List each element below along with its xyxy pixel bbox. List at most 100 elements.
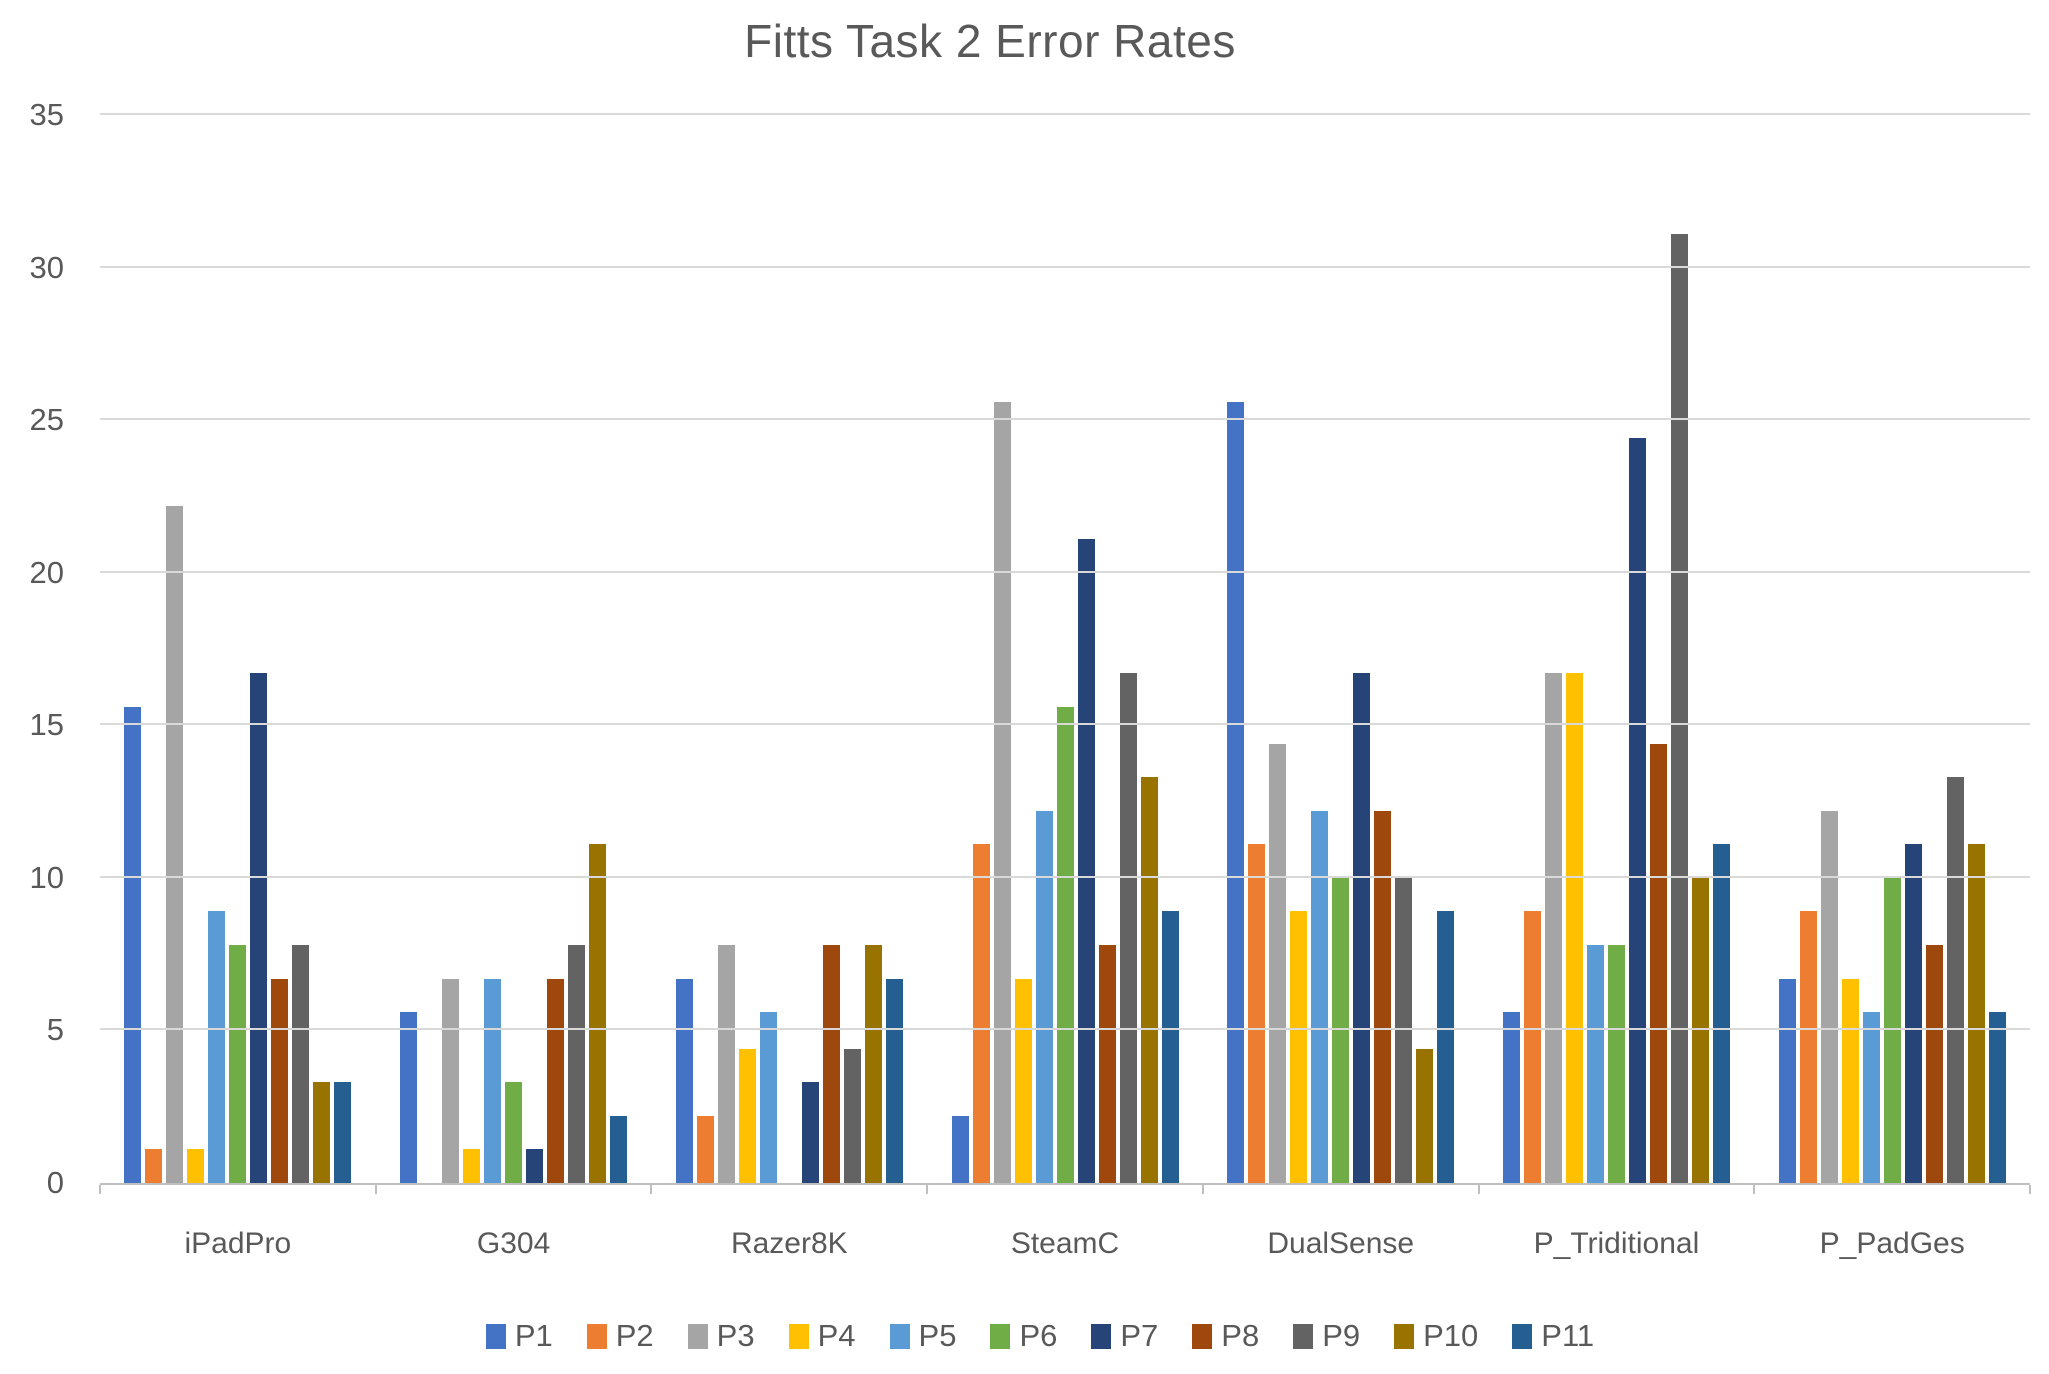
bar-P4-P_Triditional [1565,673,1583,1183]
bar-group-G304 [376,115,652,1183]
bar-P1-P_Triditional [1502,1012,1520,1183]
chart-title: Fitts Task 2 Error Rates [744,15,1236,67]
bar-P4-SteamC [1014,978,1032,1183]
bar-P1-DualSense [1227,401,1245,1183]
bar-P11-G304 [610,1115,628,1183]
bar-P7-DualSense [1353,673,1371,1183]
bar-P1-SteamC [951,1115,969,1183]
bar-group-SteamC [927,115,1203,1183]
bar-P2-SteamC [972,844,990,1183]
legend-label-P2: P2 [615,1318,654,1353]
legend-label-P10: P10 [1423,1318,1479,1353]
gridline-y-35 [100,113,2030,115]
bar-P9-P_Triditional [1670,234,1688,1183]
bar-P6-P_Triditional [1607,945,1625,1183]
bar-group-P_Triditional [1479,115,1755,1183]
y-axis: 0 5 10 15 20 25 30 35 [0,99,82,1198]
bar-P11-Razer8K [885,978,903,1183]
y-axis-tick-label: 10 [29,859,64,895]
bar-group-P_PadGes [1754,115,2030,1183]
bar-P5-G304 [484,978,502,1183]
legend-item-P11: P11 [1512,1318,1594,1354]
legend-swatch-P9 [1293,1323,1314,1349]
category-label-P_PadGes: P_PadGes [1819,1227,1965,1260]
bar-P7-P_Triditional [1628,438,1646,1183]
bar-P11-iPadPro [334,1082,352,1183]
bar-P3-P_PadGes [1820,810,1838,1183]
legend-item-P6: P6 [990,1318,1057,1354]
legend-label-P11: P11 [1541,1318,1595,1353]
y-axis-tick-label: 15 [29,707,64,743]
bar-P8-SteamC [1098,945,1116,1183]
bar-P10-iPadPro [313,1082,331,1183]
legend: P1 P2 P3 P4 P5 P6 P7 P8 P9 P10 P11 [0,1318,2049,1354]
bar-P9-iPadPro [292,945,310,1183]
legend-label-P7: P7 [1120,1318,1159,1353]
bar-P10-G304 [589,844,607,1183]
bar-P7-G304 [526,1149,544,1183]
legend-item-P10: P10 [1394,1318,1478,1354]
bar-P4-iPadPro [187,1149,205,1183]
bar-group-DualSense [1203,115,1479,1183]
bar-P5-DualSense [1311,810,1329,1183]
legend-item-P4: P4 [788,1318,856,1354]
bar-P4-P_PadGes [1841,978,1859,1183]
bar-P11-P_Triditional [1712,844,1730,1183]
bar-P3-Razer8K [717,945,735,1183]
x-axis-tickmark [1201,1185,1204,1194]
bar-P7-SteamC [1077,539,1095,1183]
bar-P5-SteamC [1035,810,1053,1183]
category-label-G304: G304 [476,1227,551,1260]
legend-label-P1: P1 [514,1318,553,1353]
bar-P3-G304 [442,978,460,1183]
bar-P3-DualSense [1269,743,1287,1183]
legend-label-P3: P3 [716,1318,755,1353]
legend-item-P8: P8 [1192,1318,1259,1354]
category-label-Razer8K: Razer8K [730,1227,848,1260]
y-axis-tick-label: 35 [29,97,64,132]
bar-P6-G304 [505,1082,523,1183]
bar-P4-G304 [463,1149,481,1183]
bar-P9-Razer8K [843,1048,861,1183]
legend-item-P1: P1 [485,1318,553,1354]
bar-P4-Razer8K [738,1048,756,1183]
category-label-P_Triditional: P_Triditional [1533,1227,1700,1260]
x-axis-line [100,1183,2030,1185]
bar-group-Razer8K [651,115,927,1183]
bar-P1-Razer8K [675,978,693,1183]
bar-P3-P_Triditional [1544,673,1562,1183]
bar-P2-P_PadGes [1799,911,1817,1183]
bar-P4-DualSense [1290,911,1308,1183]
bar-P9-SteamC [1119,673,1137,1183]
x-axis-tickmark [1477,1185,1480,1194]
legend-label-P9: P9 [1322,1318,1361,1353]
bar-P7-iPadPro [250,673,268,1183]
y-axis-tick-label: 0 [46,1165,64,1200]
legend-label-P4: P4 [817,1318,856,1353]
y-axis-tick-label: 20 [29,554,64,590]
y-axis-tick-label: 25 [29,402,64,438]
gridline-y-20 [100,570,2030,573]
legend-swatch-P6 [990,1323,1011,1349]
legend-label-P8: P8 [1221,1318,1260,1353]
bar-P10-P_PadGes [1967,844,1985,1183]
bar-P6-iPadPro [229,945,247,1183]
bar-P3-SteamC [993,401,1011,1183]
bar-P5-Razer8K [759,1012,777,1183]
bar-P11-SteamC [1161,911,1179,1183]
y-axis-tick-label: 30 [29,249,64,285]
bar-group-iPadPro [100,115,376,1183]
gridline-y-10 [100,875,2030,878]
legend-item-P7: P7 [1091,1318,1158,1354]
bar-groups [100,115,2030,1183]
bar-P11-DualSense [1437,911,1455,1183]
bar-P2-Razer8K [696,1115,714,1183]
legend-swatch-P3 [687,1323,708,1349]
legend-swatch-P4 [788,1323,809,1349]
bar-P3-iPadPro [166,505,184,1183]
gridline-y-5 [100,1028,2030,1031]
bar-P8-P_PadGes [1925,945,1943,1183]
bar-P1-G304 [400,1012,418,1183]
legend-item-P5: P5 [889,1318,956,1354]
bar-P7-P_PadGes [1904,844,1922,1183]
